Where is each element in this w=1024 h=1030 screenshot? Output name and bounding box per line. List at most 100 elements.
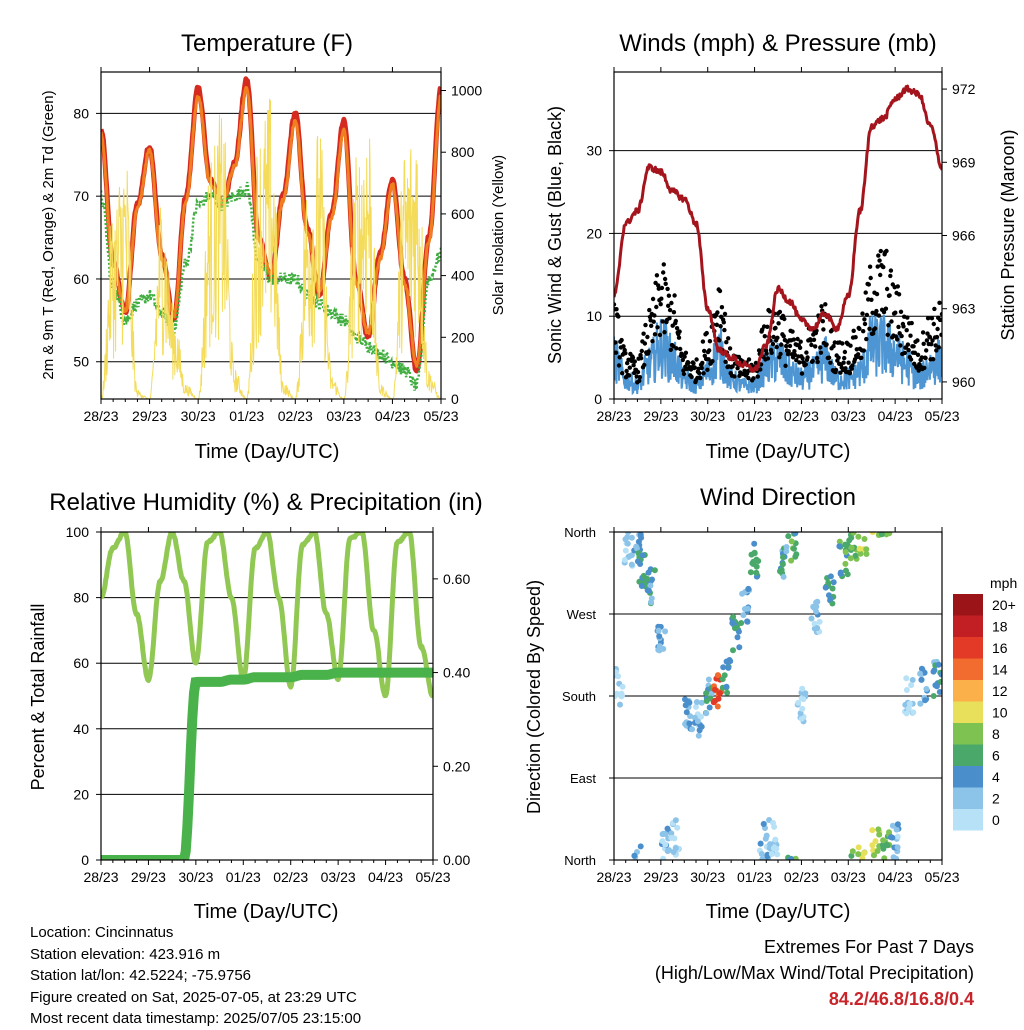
x-tick-label: 04/23 [878, 869, 913, 885]
gust-point [723, 359, 728, 364]
gust-point [934, 334, 940, 340]
gust-point [726, 336, 731, 341]
direction-ylabel-left: Direction (Colored By Speed) [524, 580, 544, 814]
y-tick-label: 20 [73, 786, 89, 802]
y-tick-label: 60 [73, 655, 89, 671]
gust-points [614, 248, 942, 385]
direction-point [910, 709, 917, 716]
y-tick-label: North [564, 853, 596, 868]
x-tick-label: 01/23 [226, 869, 261, 885]
gust-point [683, 350, 689, 355]
gust-point [908, 357, 914, 362]
direction-point [855, 533, 862, 540]
direction-point [909, 677, 916, 683]
x-tick-label: 28/23 [83, 408, 118, 424]
total-rainfall-line [101, 667, 433, 860]
direction-point [836, 538, 843, 545]
y2-tick-label: 0.40 [443, 665, 470, 681]
direction-point [800, 696, 807, 703]
gust-point [717, 338, 722, 343]
gust-point [673, 318, 678, 324]
direction-point [759, 856, 766, 860]
gust-point [647, 307, 652, 313]
direction-point [785, 533, 792, 540]
legend-swatch [953, 594, 983, 616]
gust-point [931, 357, 936, 362]
direction-point [779, 561, 786, 568]
gust-point [706, 357, 711, 362]
gust-point [921, 341, 926, 346]
direction-point [850, 532, 857, 536]
gust-point [930, 338, 935, 343]
gust-point [614, 307, 619, 312]
info-recent: Most recent data timestamp: 2025/07/05 2… [30, 1010, 362, 1027]
gust-point [797, 345, 803, 350]
direction-point [829, 585, 836, 592]
legend-label: 6 [992, 747, 1000, 763]
gust-point [878, 248, 883, 254]
gust-point [719, 305, 725, 310]
direction-point [730, 613, 737, 620]
y-tick-label: 20 [586, 225, 602, 241]
gust-point [838, 370, 843, 375]
direction-point [698, 699, 705, 706]
gust-point [761, 324, 767, 329]
direction-point [739, 590, 746, 597]
gust-point [828, 360, 833, 365]
gust-point [810, 358, 815, 364]
gust-point [777, 355, 782, 360]
gust-point [911, 344, 916, 349]
direction-point [908, 682, 915, 689]
x-tick-label: 01/23 [737, 869, 772, 885]
direction-point [686, 720, 693, 727]
gust-point [851, 328, 856, 333]
gust-point [727, 346, 733, 351]
x-tick-label: 04/23 [375, 408, 410, 424]
direction-point [732, 625, 738, 632]
2m-td-points [101, 181, 441, 391]
gust-point [730, 364, 735, 369]
direction-point [793, 551, 800, 558]
direction-point [848, 852, 855, 859]
gust-point [815, 359, 820, 365]
gust-point [781, 334, 786, 339]
gust-point [883, 306, 889, 311]
direction-point [849, 848, 856, 855]
direction-point [750, 561, 757, 567]
direction-point [798, 715, 805, 722]
gust-point [771, 334, 776, 340]
gust-point [632, 359, 637, 364]
gust-point [866, 282, 871, 287]
sonic-wind-line [614, 314, 942, 396]
y-tick-label: 50 [73, 354, 89, 370]
gust-point [659, 296, 664, 301]
gust-point [809, 342, 814, 348]
gust-point [867, 264, 873, 269]
gust-point [674, 326, 680, 331]
gust-point [841, 360, 846, 365]
info-location: Location: Cincinnatus [30, 924, 174, 941]
gust-point [626, 373, 632, 378]
direction-point [738, 620, 745, 626]
direction-point [903, 687, 910, 693]
gust-point [896, 324, 901, 330]
info-latlon: Station lat/lon: 42.5224; -75.9756 [30, 967, 252, 984]
solar-line [101, 98, 441, 399]
gust-point [642, 341, 648, 346]
temperature-ylabel-right: Solar Insolation (Yellow) [490, 155, 507, 315]
y-tick-label: 0 [594, 391, 602, 407]
gust-point [908, 333, 913, 338]
x-tick-label: 30/23 [690, 869, 725, 885]
direction-point [780, 554, 786, 561]
x-tick-label: 30/23 [690, 408, 725, 424]
gust-point [721, 320, 726, 325]
humidity-title: Relative Humidity (%) & Precipitation (i… [49, 489, 482, 516]
gust-point [617, 355, 622, 360]
gust-point [775, 335, 780, 340]
gust-point [656, 283, 661, 288]
gust-point [898, 309, 904, 314]
y2-tick-label: 800 [451, 144, 475, 160]
direction-point [880, 837, 887, 844]
humidity-plot: 0 20 40 60 80 100 0.00 0.20 0.40 0.60 28/23 29/23 30… [66, 524, 471, 885]
y2-tick-label: 0.20 [443, 758, 470, 774]
